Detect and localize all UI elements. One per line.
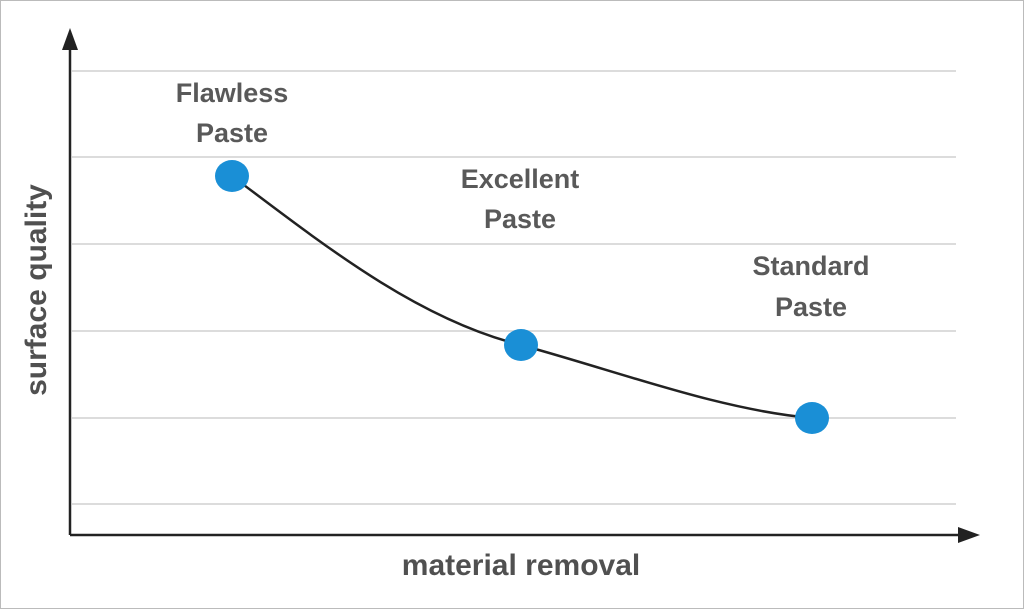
- point: [795, 402, 829, 434]
- point-label: Paste: [196, 118, 268, 148]
- point-label: Standard: [752, 251, 869, 281]
- point-label: Paste: [484, 204, 556, 234]
- point-label: Excellent: [461, 164, 580, 194]
- x-axis-label: material removal: [402, 549, 640, 582]
- y-axis-arrow: [62, 28, 78, 50]
- x-axis-arrow: [958, 527, 980, 543]
- point-label: Paste: [775, 292, 847, 322]
- point: [215, 160, 249, 192]
- y-axis-label: surface quality: [20, 184, 53, 396]
- point: [504, 329, 538, 361]
- grid: [72, 70, 956, 505]
- point-label: Flawless: [176, 78, 289, 108]
